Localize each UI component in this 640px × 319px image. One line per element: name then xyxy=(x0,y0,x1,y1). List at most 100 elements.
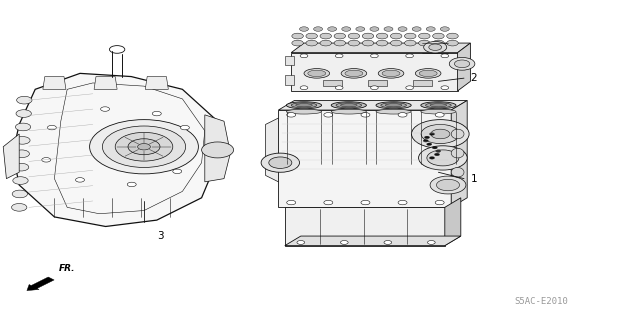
Polygon shape xyxy=(145,77,168,89)
Circle shape xyxy=(335,54,343,58)
Circle shape xyxy=(454,60,470,68)
Ellipse shape xyxy=(415,69,441,78)
Circle shape xyxy=(13,163,29,171)
Circle shape xyxy=(441,86,449,90)
Polygon shape xyxy=(43,77,66,89)
Ellipse shape xyxy=(430,104,447,107)
Circle shape xyxy=(152,111,161,116)
Ellipse shape xyxy=(376,109,412,114)
Circle shape xyxy=(328,27,337,31)
Ellipse shape xyxy=(421,109,456,114)
Circle shape xyxy=(127,182,136,187)
Circle shape xyxy=(431,129,450,139)
Circle shape xyxy=(47,125,56,130)
Text: FR.: FR. xyxy=(59,264,76,273)
Polygon shape xyxy=(291,53,458,91)
Circle shape xyxy=(202,142,234,158)
Circle shape xyxy=(390,33,402,39)
Circle shape xyxy=(435,153,440,156)
Circle shape xyxy=(348,40,360,46)
Circle shape xyxy=(15,137,30,144)
Circle shape xyxy=(287,113,296,117)
Polygon shape xyxy=(3,134,19,179)
Polygon shape xyxy=(278,110,451,207)
Circle shape xyxy=(306,40,317,46)
Circle shape xyxy=(361,200,370,205)
Circle shape xyxy=(100,107,109,111)
Polygon shape xyxy=(445,198,461,246)
Ellipse shape xyxy=(426,103,451,108)
Polygon shape xyxy=(13,73,218,226)
Ellipse shape xyxy=(341,69,367,78)
Circle shape xyxy=(436,150,441,152)
Polygon shape xyxy=(285,207,445,246)
Bar xyxy=(285,75,294,85)
Circle shape xyxy=(334,33,346,39)
Circle shape xyxy=(370,27,379,31)
Ellipse shape xyxy=(451,148,464,158)
Circle shape xyxy=(300,27,308,31)
Circle shape xyxy=(17,96,32,104)
Circle shape xyxy=(398,200,407,205)
Circle shape xyxy=(447,40,458,46)
Circle shape xyxy=(15,123,31,131)
Circle shape xyxy=(429,44,442,50)
Circle shape xyxy=(261,153,300,172)
Circle shape xyxy=(362,33,374,39)
Circle shape xyxy=(12,190,28,198)
Circle shape xyxy=(348,33,360,39)
Ellipse shape xyxy=(376,102,412,109)
Circle shape xyxy=(412,27,421,31)
Circle shape xyxy=(292,33,303,39)
Circle shape xyxy=(300,86,308,90)
Circle shape xyxy=(424,136,429,139)
Ellipse shape xyxy=(340,104,357,107)
Bar xyxy=(285,56,294,65)
Circle shape xyxy=(320,33,332,39)
Circle shape xyxy=(16,110,31,117)
Circle shape xyxy=(173,169,182,174)
Circle shape xyxy=(449,57,475,70)
Circle shape xyxy=(42,158,51,162)
Polygon shape xyxy=(285,236,461,246)
Circle shape xyxy=(14,150,29,158)
Circle shape xyxy=(324,113,333,117)
Circle shape xyxy=(13,177,28,184)
Circle shape xyxy=(427,150,459,166)
Circle shape xyxy=(419,40,430,46)
Circle shape xyxy=(430,176,466,194)
Bar xyxy=(323,80,342,86)
Circle shape xyxy=(340,241,348,244)
Circle shape xyxy=(436,179,460,191)
Circle shape xyxy=(421,124,460,144)
Circle shape xyxy=(404,33,416,39)
Circle shape xyxy=(428,241,435,244)
Text: 3: 3 xyxy=(157,231,163,241)
Circle shape xyxy=(412,120,469,148)
Circle shape xyxy=(335,86,343,90)
Ellipse shape xyxy=(378,69,404,78)
Circle shape xyxy=(406,86,413,90)
Polygon shape xyxy=(94,77,117,89)
Circle shape xyxy=(384,27,393,31)
Circle shape xyxy=(423,139,428,142)
Text: 2: 2 xyxy=(470,73,477,83)
Text: S5AC-E2010: S5AC-E2010 xyxy=(514,297,568,306)
Circle shape xyxy=(102,126,186,167)
Circle shape xyxy=(76,178,84,182)
Ellipse shape xyxy=(287,102,322,109)
Circle shape xyxy=(376,40,388,46)
Ellipse shape xyxy=(385,104,402,107)
Circle shape xyxy=(306,33,317,39)
Ellipse shape xyxy=(308,70,326,77)
Circle shape xyxy=(356,27,365,31)
Circle shape xyxy=(361,113,370,117)
Circle shape xyxy=(300,54,308,58)
Ellipse shape xyxy=(296,104,312,107)
Circle shape xyxy=(334,40,346,46)
Circle shape xyxy=(406,54,413,58)
Ellipse shape xyxy=(382,70,400,77)
Circle shape xyxy=(447,33,458,39)
Circle shape xyxy=(398,113,407,117)
Circle shape xyxy=(90,120,198,174)
